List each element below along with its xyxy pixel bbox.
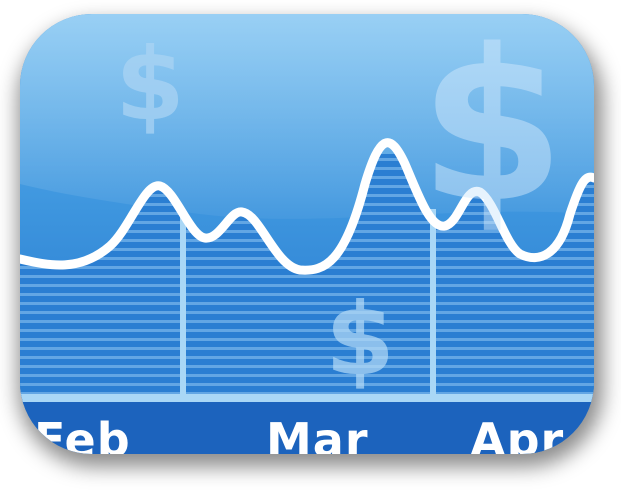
dollar-sign-icon: $ [325, 281, 395, 398]
gridline-feb [180, 214, 186, 404]
month-label-feb: Feb [34, 413, 131, 454]
dollar-sign-icon: $ [115, 26, 185, 143]
month-label-mar: Mar [266, 413, 369, 454]
month-label-apr: Apr [470, 413, 565, 454]
trend-line [20, 138, 594, 275]
baseline [20, 394, 594, 402]
dollar-sign-icon: $ [419, 14, 565, 249]
app-icon[interactable]: $ $ $ Feb Mar Apr [20, 14, 594, 454]
chart-artwork: $ $ $ [20, 14, 594, 454]
gridline-apr [430, 209, 436, 404]
axis-band [20, 402, 594, 454]
